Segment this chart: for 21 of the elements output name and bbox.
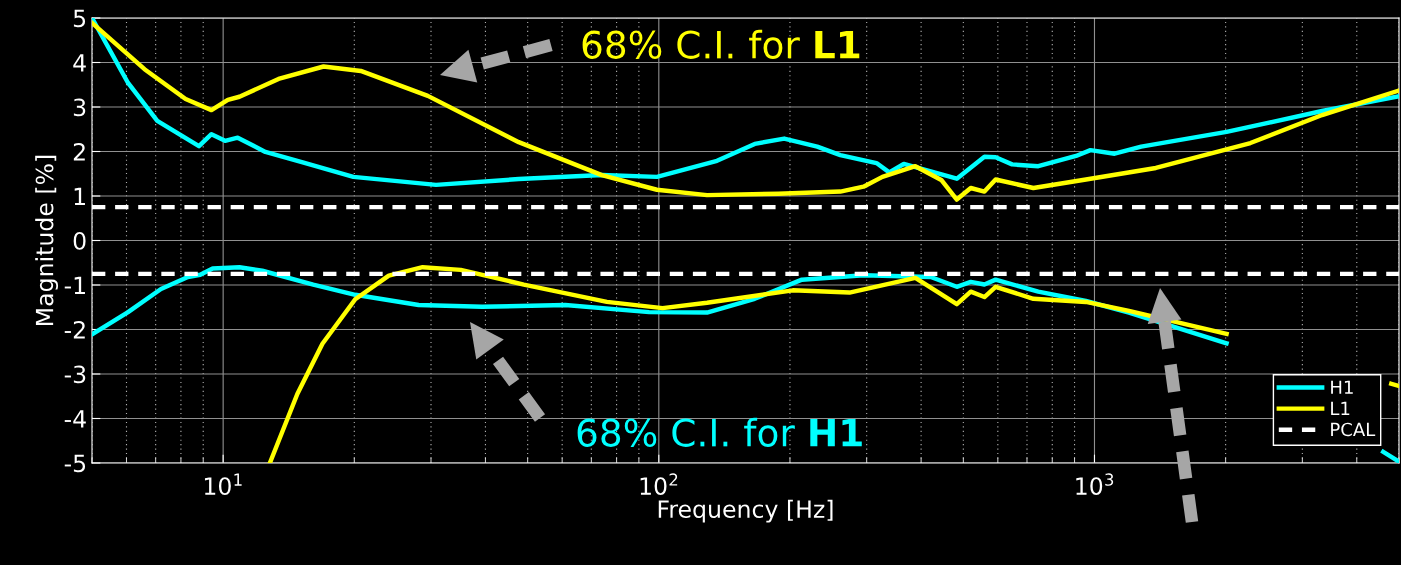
x-tick-label: 10$^{2}$ [640,473,678,495]
legend-label: PCAL [1331,422,1376,437]
y-tick-label: 2 [73,142,85,161]
annotation: 68% C.I. for H1 [577,417,862,447]
y-tick-label: -5 [64,454,86,473]
annotation: 68% C.I. for L1 [582,29,860,59]
x-tick-label: 10$^{1}$ [204,473,242,495]
y-axis-title: Magnitude [%] [35,155,59,325]
y-tick-label: -4 [64,410,86,428]
y-tick-label: 1 [74,187,85,205]
x-axis-title: Frequency [Hz] [658,499,833,523]
y-tick-label: 5 [73,9,86,28]
y-tick-label: 3 [73,98,86,117]
legend-label: L1 [1331,401,1350,415]
legend-label: H1 [1331,380,1353,394]
y-tick-label: -2 [64,320,85,339]
y-tick-label: -3 [64,365,86,384]
x-tick-label: 10$^{3}$ [1076,473,1114,495]
y-tick-label: -1 [64,276,85,294]
y-tick-label: 0 [73,231,86,250]
y-tick-label: 4 [73,54,86,72]
